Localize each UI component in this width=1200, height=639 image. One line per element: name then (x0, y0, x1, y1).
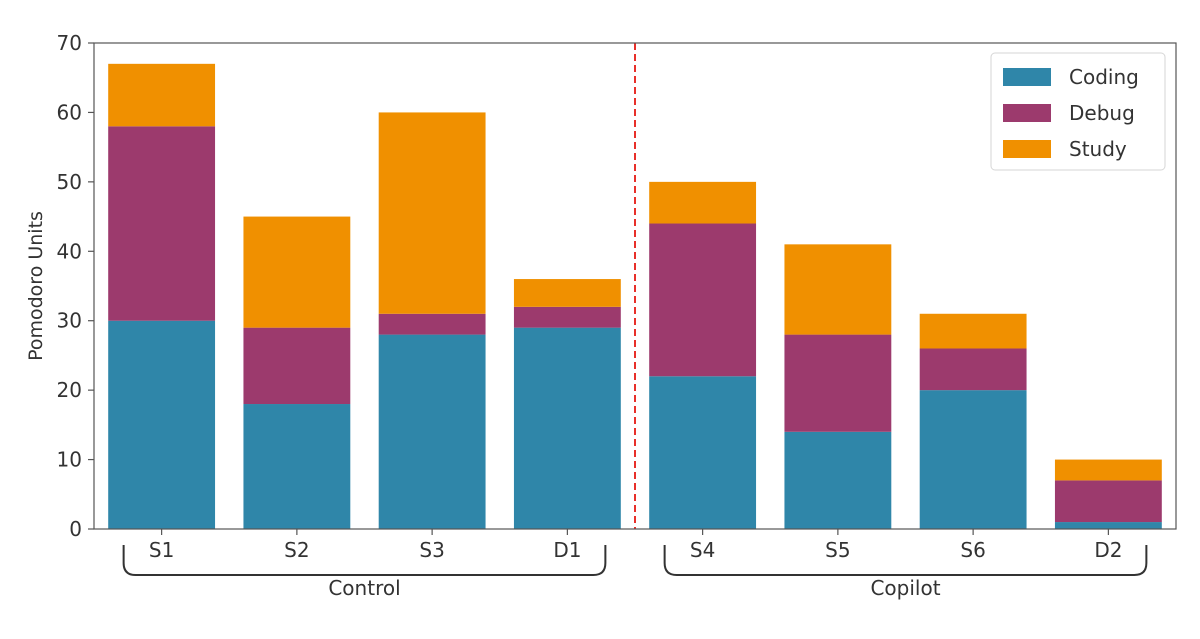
legend-label-debug: Debug (1069, 101, 1135, 125)
y-tick-label: 30 (57, 309, 82, 333)
bar-coding-s2 (243, 404, 351, 529)
y-tick-label: 60 (57, 100, 82, 124)
y-tick-label: 50 (57, 170, 82, 194)
bar-coding-s1 (108, 320, 216, 529)
x-tick-label-d2: D2 (1094, 538, 1122, 562)
x-axis: S1 S2 S3 D1 S4 S5 S6 D2 (149, 529, 1122, 562)
group-brackets: Control Copilot (122, 545, 1148, 600)
bar-coding-s5 (784, 431, 892, 529)
x-tick-label-s2: S2 (284, 538, 309, 562)
y-axis: 0 10 20 30 40 50 60 70 (57, 31, 94, 541)
bar-study-d2 (1054, 459, 1162, 481)
bar-study-s5 (784, 244, 892, 335)
bar-study-s4 (649, 181, 757, 224)
bar-coding-s4 (649, 376, 757, 529)
bars-layer (108, 63, 1162, 529)
x-tick-label-s4: S4 (690, 538, 715, 562)
bar-debug-s1 (108, 126, 216, 321)
legend-swatch-coding (1003, 68, 1051, 86)
bar-debug-s3 (378, 313, 486, 335)
bar-debug-d2 (1054, 480, 1162, 523)
legend-label-coding: Coding (1069, 65, 1139, 89)
x-tick-label-s6: S6 (960, 538, 985, 562)
bar-debug-d1 (513, 306, 621, 328)
bracket-copilot (663, 545, 1148, 576)
plot-frame (93, 42, 1177, 530)
bar-coding-d2 (1054, 522, 1162, 529)
bar-debug-s5 (784, 334, 892, 432)
y-tick-label: 70 (57, 31, 82, 55)
bar-coding-s6 (919, 390, 1027, 529)
legend-label-study: Study (1069, 137, 1127, 161)
x-tick-label-d1: D1 (553, 538, 581, 562)
legend: Coding Debug Study (990, 52, 1166, 171)
y-tick-label: 40 (57, 239, 82, 263)
x-tick-label-s1: S1 (149, 538, 174, 562)
bar-debug-s4 (649, 223, 757, 377)
y-tick-label: 20 (57, 378, 82, 402)
bar-coding-s3 (378, 334, 486, 529)
bar-study-s6 (919, 313, 1027, 349)
x-tick-label-s3: S3 (419, 538, 444, 562)
y-axis-label: Pomodoro Units (25, 211, 47, 361)
x-tick-label-s5: S5 (825, 538, 850, 562)
bar-debug-s6 (919, 348, 1027, 391)
legend-swatch-debug (1003, 104, 1051, 122)
bracket-control (122, 545, 607, 576)
legend-swatch-study (1003, 140, 1051, 158)
y-tick-label: 0 (69, 517, 82, 541)
bar-debug-s2 (243, 327, 351, 405)
bar-coding-d1 (513, 327, 621, 529)
bar-study-d1 (513, 279, 621, 307)
bar-study-s2 (243, 216, 351, 328)
y-tick-label: 10 (57, 448, 82, 472)
bar-study-s1 (108, 63, 216, 127)
group-label-copilot: Copilot (870, 576, 940, 600)
bar-study-s3 (378, 112, 486, 314)
group-label-control: Control (328, 576, 400, 600)
